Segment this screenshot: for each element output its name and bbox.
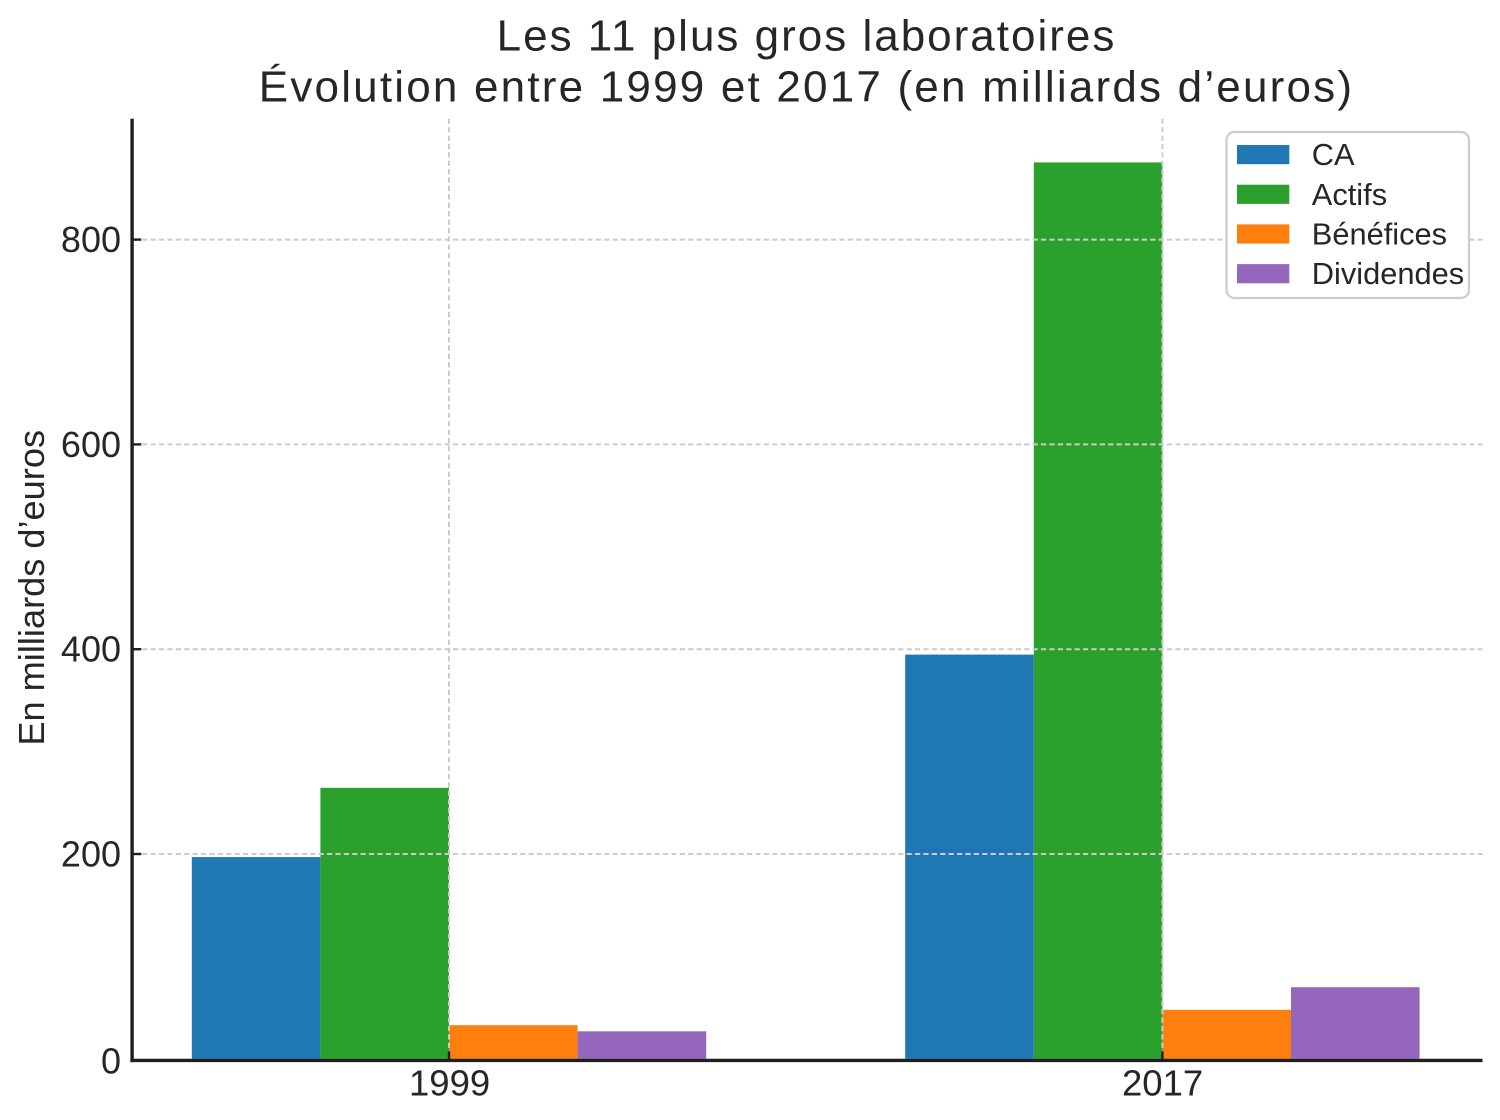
svg-text:0: 0	[101, 1041, 121, 1082]
svg-text:Actifs: Actifs	[1312, 177, 1387, 212]
svg-text:Les 11 plus gros laboratoires: Les 11 plus gros laboratoires	[497, 12, 1117, 61]
svg-text:Bénéfices: Bénéfices	[1312, 217, 1447, 252]
svg-text:800: 800	[61, 219, 121, 260]
svg-text:600: 600	[61, 424, 121, 465]
svg-text:Dividendes: Dividendes	[1312, 256, 1464, 291]
svg-text:400: 400	[61, 629, 121, 670]
svg-text:En milliards d’euros: En milliards d’euros	[11, 430, 52, 746]
svg-text:CA: CA	[1312, 137, 1355, 172]
svg-text:1999: 1999	[409, 1062, 490, 1103]
svg-text:2017: 2017	[1122, 1062, 1203, 1103]
svg-text:200: 200	[61, 834, 121, 875]
svg-text:Évolution entre 1999 et 2017 (: Évolution entre 1999 et 2017 (en milliar…	[259, 63, 1354, 112]
